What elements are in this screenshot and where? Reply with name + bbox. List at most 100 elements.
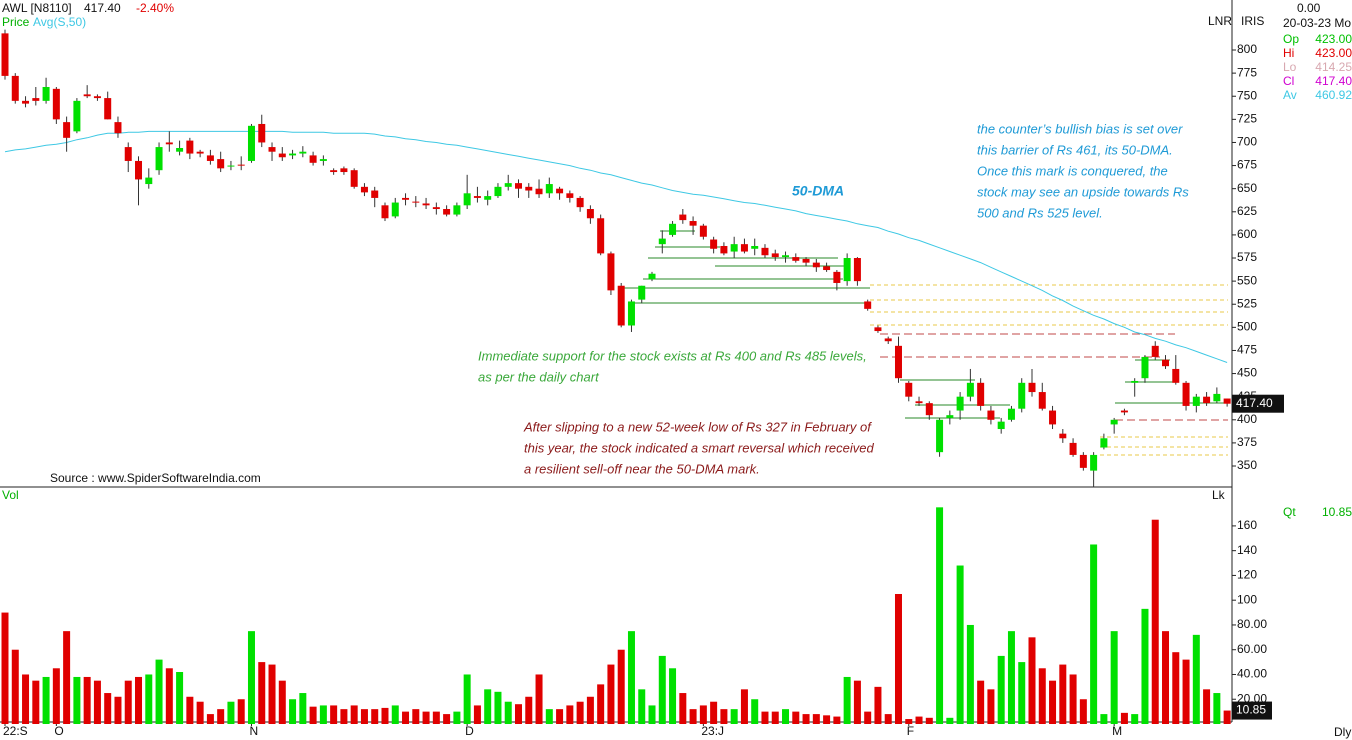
candle-body <box>782 255 790 258</box>
y-tick-label: 525 <box>1237 296 1257 310</box>
volume-bar <box>93 680 101 724</box>
volume-bar <box>278 680 286 724</box>
info-label: Op <box>1283 32 1299 46</box>
volume-bar <box>104 693 112 724</box>
candle-body <box>268 147 276 152</box>
candle-body <box>412 201 420 203</box>
candle-body <box>135 160 143 180</box>
candle-body <box>371 190 379 198</box>
volume-bar <box>176 672 184 724</box>
candle-body <box>504 183 512 187</box>
candle-body <box>1182 382 1190 406</box>
volume-bar <box>381 707 389 724</box>
volume-bar <box>258 662 266 724</box>
volume-bar <box>1172 652 1180 724</box>
candle-body <box>545 184 553 194</box>
volume-bar <box>371 709 379 724</box>
volume-bar <box>987 689 995 724</box>
volume-bar <box>432 711 440 724</box>
candle-body <box>740 244 748 252</box>
symbol: AWL [N8110] <box>2 1 72 15</box>
volume-bar <box>556 709 564 724</box>
candle-body <box>925 403 933 416</box>
volume-bar <box>73 676 81 724</box>
info-label: Lo <box>1283 60 1297 74</box>
volume-bar <box>1100 714 1108 724</box>
candle-body <box>669 223 677 235</box>
volume-bar <box>1110 631 1118 724</box>
candle-body <box>658 238 666 245</box>
candle-body <box>42 86 50 101</box>
candle-body <box>93 96 101 99</box>
candle-body <box>1090 454 1098 471</box>
candle-body <box>515 183 522 189</box>
volume-bar <box>884 714 892 724</box>
volume-bar <box>124 680 132 724</box>
volume-bar <box>771 711 779 724</box>
candle-body <box>833 271 841 283</box>
candle-body <box>22 100 30 104</box>
volume-bar <box>894 594 902 724</box>
candle-body <box>720 245 728 254</box>
candle-body <box>278 153 286 158</box>
candle-body <box>124 147 132 161</box>
y-tick-label: 475 <box>1237 343 1257 357</box>
volume-bar <box>1079 699 1087 724</box>
volume-bar <box>350 705 358 724</box>
volume-bar <box>1223 710 1231 724</box>
info-label: Hi <box>1283 46 1294 60</box>
volume-bar <box>443 714 451 724</box>
candle-body <box>1120 410 1128 413</box>
volume-bar <box>977 680 985 724</box>
info-value: 423.00 <box>1315 46 1352 60</box>
volume-bar <box>679 693 687 724</box>
volume-bar <box>823 715 831 724</box>
y-tick-label: 550 <box>1237 273 1257 287</box>
candle-body <box>843 258 851 282</box>
volume-bar <box>340 709 348 724</box>
candle-body <box>350 170 358 187</box>
annotation-line: this year, the stock indicated a smart r… <box>524 440 874 455</box>
y-tick-label: 625 <box>1237 204 1257 218</box>
annotation-line: Once this mark is conquered, the <box>977 163 1168 178</box>
candle-body <box>186 140 194 154</box>
candle-body <box>1192 396 1200 406</box>
volume-bar <box>289 699 297 724</box>
volume-bar <box>412 709 420 724</box>
volume-bar <box>864 711 872 724</box>
candle-body <box>463 193 471 206</box>
support-lines <box>623 230 1230 456</box>
candle-body <box>905 382 913 397</box>
candle-body <box>330 170 338 173</box>
volume-bar <box>802 714 810 724</box>
volume-bar <box>186 696 194 724</box>
volume-bar <box>617 649 625 724</box>
volume-bar <box>1203 689 1211 724</box>
volume-bar <box>946 717 954 724</box>
volume-bar <box>196 701 204 724</box>
volume-bar <box>1049 680 1057 724</box>
candle-body <box>864 301 872 309</box>
volume-bar <box>638 689 646 724</box>
volume-bar <box>227 701 235 724</box>
candle-body <box>176 148 184 152</box>
volume-bar <box>607 664 615 724</box>
volume-bar <box>504 701 512 724</box>
candle-body <box>299 151 307 154</box>
annotation-line: a resilient sell-off near the 50-DMA mar… <box>524 461 760 476</box>
annotation-line: After slipping to a new 52-week low of R… <box>523 419 872 434</box>
x-tick-label: M <box>1112 724 1122 738</box>
volume-bar <box>761 711 769 724</box>
volume-bar <box>155 659 163 724</box>
volume-tick-label: 120 <box>1237 568 1257 582</box>
candle-body <box>751 245 759 249</box>
volume-bar <box>83 676 91 724</box>
volume-bar <box>966 624 974 724</box>
candle-body <box>289 153 297 156</box>
last-price-marker: 417.40 <box>1236 396 1273 410</box>
volume-bar <box>1131 714 1139 724</box>
period: Dly <box>1334 725 1351 739</box>
volume-tick-label: 160 <box>1237 518 1257 532</box>
candle-body <box>1162 359 1170 367</box>
